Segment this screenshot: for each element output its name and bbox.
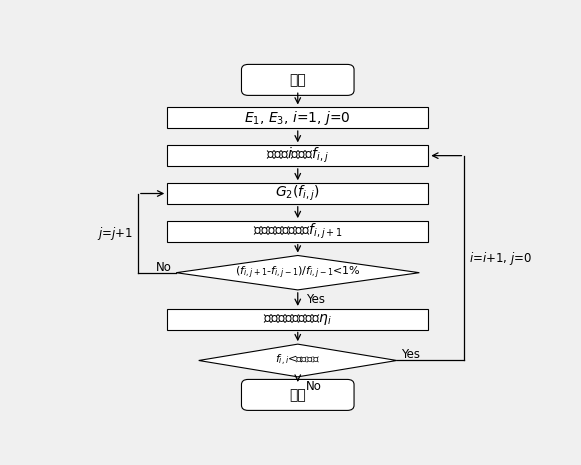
Text: $E_1$, $E_3$, $i$=1, $j$=0: $E_1$, $E_3$, $i$=1, $j$=0 bbox=[245, 109, 351, 127]
Text: 基板第$i$阶频率$f_{i,j}$: 基板第$i$阶频率$f_{i,j}$ bbox=[266, 146, 329, 165]
Text: 解夹层板实特征值$f_{i,j+1}$: 解夹层板实特征值$f_{i,j+1}$ bbox=[253, 222, 343, 241]
Text: No: No bbox=[306, 379, 322, 392]
Bar bbox=[167, 107, 428, 128]
Text: 开始: 开始 bbox=[289, 73, 306, 87]
Text: $(f_{i,j+1}$-$f_{i,j-1})$/$f_{i,j-1}$<1%: $(f_{i,j+1}$-$f_{i,j-1})$/$f_{i,j-1}$<1% bbox=[235, 265, 361, 281]
Text: $f_{i,i}$<截止频率: $f_{i,i}$<截止频率 bbox=[275, 353, 320, 368]
Text: No: No bbox=[156, 261, 172, 274]
Bar bbox=[167, 146, 428, 166]
Text: 计算模态损耗因子$\eta_i$: 计算模态损耗因子$\eta_i$ bbox=[263, 312, 332, 327]
Bar bbox=[167, 183, 428, 204]
Polygon shape bbox=[176, 255, 419, 290]
Bar bbox=[167, 309, 428, 330]
Text: $i$=$i$+1, $j$=0: $i$=$i$+1, $j$=0 bbox=[469, 250, 532, 266]
Text: $j$=$j$+1: $j$=$j$+1 bbox=[98, 225, 134, 242]
Text: Yes: Yes bbox=[306, 292, 325, 306]
Text: $G_2$($f_{i,j}$): $G_2$($f_{i,j}$) bbox=[275, 184, 320, 203]
FancyBboxPatch shape bbox=[242, 379, 354, 411]
Text: 结束: 结束 bbox=[289, 388, 306, 402]
Bar bbox=[167, 221, 428, 242]
Text: Yes: Yes bbox=[401, 348, 420, 361]
Polygon shape bbox=[199, 344, 397, 377]
FancyBboxPatch shape bbox=[242, 65, 354, 95]
